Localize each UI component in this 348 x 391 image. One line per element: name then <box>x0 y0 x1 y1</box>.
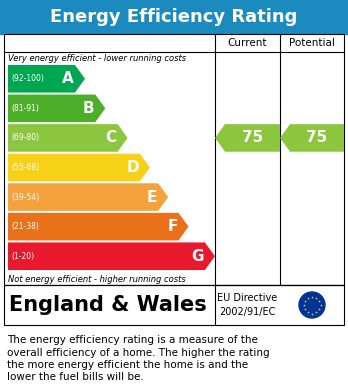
Text: Not energy efficient - higher running costs: Not energy efficient - higher running co… <box>8 274 186 283</box>
Text: The energy efficiency rating is a measure of the: The energy efficiency rating is a measur… <box>7 335 258 345</box>
Bar <box>4 285 344 325</box>
Text: Current: Current <box>228 38 267 48</box>
Polygon shape <box>8 154 150 181</box>
Text: 75: 75 <box>242 131 263 145</box>
Text: overall efficiency of a home. The higher the rating: overall efficiency of a home. The higher… <box>7 348 270 357</box>
Bar <box>0 0 348 34</box>
Polygon shape <box>215 124 280 152</box>
Text: A: A <box>62 71 74 86</box>
Text: Energy Efficiency Rating: Energy Efficiency Rating <box>50 8 298 26</box>
Polygon shape <box>8 95 105 122</box>
Text: G: G <box>191 249 204 264</box>
Text: the more energy efficient the home is and the: the more energy efficient the home is an… <box>7 360 248 370</box>
Text: (92-100): (92-100) <box>11 74 44 83</box>
Text: England & Wales: England & Wales <box>9 295 207 315</box>
Text: Very energy efficient - lower running costs: Very energy efficient - lower running co… <box>8 54 186 63</box>
Text: D: D <box>126 160 139 175</box>
Text: F: F <box>167 219 177 234</box>
Text: (55-68): (55-68) <box>11 163 39 172</box>
Text: (81-91): (81-91) <box>11 104 39 113</box>
Text: lower the fuel bills will be.: lower the fuel bills will be. <box>7 373 144 382</box>
Text: EU Directive
2002/91/EC: EU Directive 2002/91/EC <box>218 293 278 317</box>
Text: B: B <box>83 101 94 116</box>
Text: (39-54): (39-54) <box>11 193 39 202</box>
Polygon shape <box>8 242 215 270</box>
Bar <box>4 34 344 285</box>
Text: (1-20): (1-20) <box>11 252 34 261</box>
Text: Potential: Potential <box>289 38 335 48</box>
Polygon shape <box>8 183 168 211</box>
Polygon shape <box>8 124 128 152</box>
Polygon shape <box>280 124 344 152</box>
Text: C: C <box>105 131 117 145</box>
Text: (69-80): (69-80) <box>11 133 39 142</box>
Text: 75: 75 <box>306 131 327 145</box>
Polygon shape <box>8 213 189 240</box>
Text: (21-38): (21-38) <box>11 222 39 231</box>
Text: E: E <box>147 190 157 204</box>
Polygon shape <box>8 65 85 93</box>
Circle shape <box>299 292 325 318</box>
